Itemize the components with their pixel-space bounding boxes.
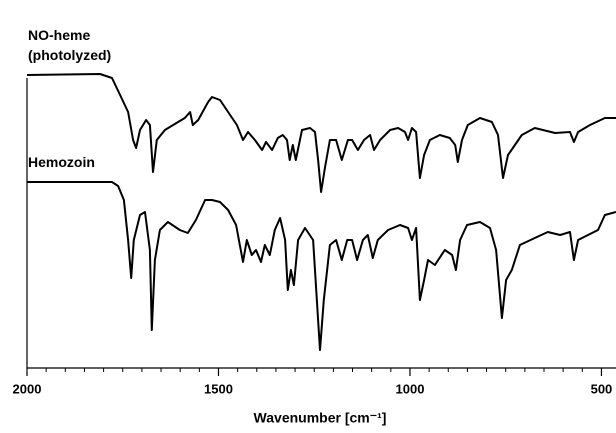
spectrum-line bbox=[26, 73, 616, 193]
x-tick-label: 500 bbox=[591, 381, 613, 396]
spectrum-line bbox=[27, 181, 616, 351]
x-tick-label: 1500 bbox=[204, 381, 233, 396]
x-tick-label: 2000 bbox=[13, 381, 42, 396]
x-axis-label: Wavenumber [cm⁻¹] bbox=[254, 410, 387, 426]
series-label: Hemozoin bbox=[28, 154, 95, 170]
x-tick-label: 1000 bbox=[396, 381, 425, 396]
series-label: NO-heme (photolyzed) bbox=[28, 27, 112, 63]
